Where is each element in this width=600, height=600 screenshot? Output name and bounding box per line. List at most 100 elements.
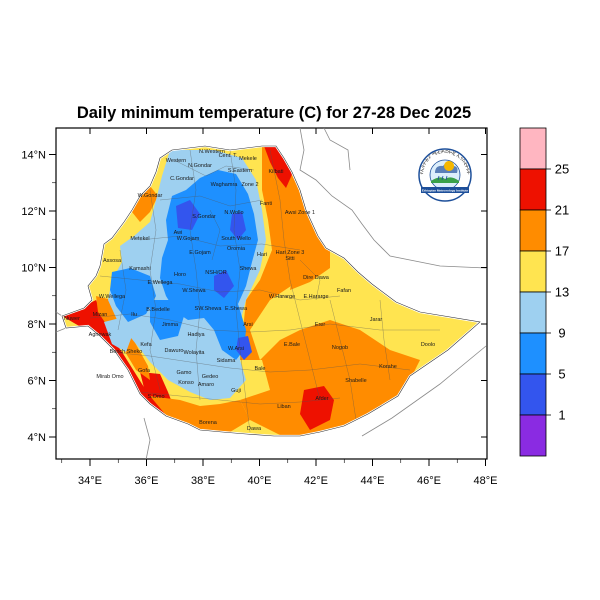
colorbar-bin: [519, 168, 547, 211]
region-label: Shabelle: [345, 378, 366, 384]
region-label: Amaro: [198, 382, 214, 388]
lat-tick-label: 10°N: [21, 263, 46, 275]
region-label: NSH/OR: [205, 270, 226, 276]
colorbar-bin: [519, 291, 547, 334]
region-label: N.Wollo: [224, 210, 243, 216]
region-label: Wolayita: [184, 350, 206, 356]
region-label: South Wello: [221, 236, 251, 242]
cool-zone-jimma: [150, 300, 184, 340]
region-label: Awsi Zone 1: [285, 210, 315, 216]
region-label: Waghamra: [211, 182, 239, 188]
region-label: Awi: [174, 230, 183, 236]
cold-zone-bale: [236, 336, 252, 360]
colorbar-label: 17: [555, 244, 569, 259]
region-label: Bale: [254, 366, 265, 372]
lon-tick-label: 38°E: [191, 475, 215, 487]
hot-zone-afder: [300, 386, 334, 430]
lon-tick-label: 40°E: [248, 475, 272, 487]
region-label: Jarar: [370, 317, 383, 323]
region-label: W.Hararge: [269, 294, 295, 300]
logo-name-band: [421, 187, 469, 193]
neighbor-borders: [55, 127, 487, 461]
region-label: S.Eastern: [228, 168, 252, 174]
warm-zone-east: [240, 146, 420, 436]
colorbar-label: 9: [558, 326, 565, 341]
region-label: Kefa: [140, 342, 152, 348]
region-label: Metekel: [130, 236, 149, 242]
region-label: Horo: [174, 272, 186, 278]
region-label: Doolo: [421, 342, 435, 348]
region-label: Hadiya: [187, 332, 205, 338]
region-label: Assosa: [103, 258, 122, 264]
region-label: Fafan: [337, 288, 351, 294]
region-label: Dawa: [247, 426, 262, 432]
colorbar-bin: [519, 332, 547, 375]
region-label: E.Gojam: [189, 250, 211, 256]
region-label: Afder: [315, 396, 328, 402]
lat-tick-label: 12°N: [21, 206, 46, 218]
colorbar-bin: [519, 127, 547, 170]
region-label: E.Hararge: [303, 294, 328, 300]
emi-logo: የኢትዮጵያ ሜቲዎሮሎጂ ኢንስቲትዩት Ethiopian Meteorol…: [418, 148, 472, 202]
region-label: Oromia: [227, 246, 246, 252]
logo-name: Ethiopian Meteorology Institute: [422, 189, 469, 193]
colorbar-label: 5: [558, 367, 565, 382]
cold-zone-wellega: [110, 268, 156, 322]
colorbar-bin: [519, 250, 547, 293]
region-label: Mirab Omo: [96, 374, 123, 380]
cool-zone-bench: [104, 318, 132, 352]
cold-zone-shewa: [214, 270, 234, 298]
region-label: W.Gondar: [138, 193, 163, 199]
sun-icon: [444, 161, 455, 171]
region-label: W.Arsi: [228, 346, 244, 352]
region-label: Nuwer: [64, 316, 80, 322]
region-label: N.Gondar: [188, 163, 212, 169]
lon-tick-label: 34°E: [78, 475, 102, 487]
zone-boundaries: [89, 149, 440, 433]
region-label: W.Shewa: [182, 288, 206, 294]
lat-tick-label: 14°N: [21, 150, 46, 162]
region-label: W.Gojam: [177, 236, 200, 242]
colorbar-label: 21: [555, 203, 569, 218]
lon-tick-label: 36°E: [135, 475, 159, 487]
region-label: Dawuro: [165, 348, 184, 354]
region-label: Hari Zone 3: [276, 250, 305, 256]
region-label: Bench Sheko: [110, 349, 143, 355]
colorbar-label: 25: [555, 162, 569, 177]
region-label: S.Omo: [147, 394, 164, 400]
region-label: S.Gondar: [192, 214, 216, 220]
region-label: Fanti: [260, 201, 272, 207]
region-label: Guji: [231, 388, 241, 394]
region-label: Jimma: [162, 322, 179, 328]
region-label: Zone 2: [241, 182, 258, 188]
rain-icon: [437, 175, 448, 181]
lat-tick-label: 8°N: [28, 319, 47, 331]
region-label: Liban: [277, 404, 290, 410]
colorbar-label: 13: [555, 285, 569, 300]
region-label: E.Wellega: [148, 280, 174, 286]
lon-tick-label: 42°E: [304, 475, 328, 487]
region-label: Erer: [315, 322, 326, 328]
colorbar: 1 5 9 13 17 21 25: [519, 127, 569, 457]
region-label: B.Bedelle: [146, 307, 170, 313]
region-label: W.Wellega: [99, 294, 126, 300]
region-label: Mekele: [239, 156, 257, 162]
map-title: Daily minimum temperature (C) for 27-28 …: [76, 104, 472, 122]
region-label: Dire Dawa: [303, 275, 330, 281]
region-label: Kilbati: [269, 169, 284, 175]
warm-zone-northwest: [132, 186, 158, 222]
region-label: N.Western: [199, 149, 225, 155]
region-label: Nogob: [332, 345, 348, 351]
lat-tick-label: 4°N: [28, 432, 47, 444]
region-label: Agnewak: [89, 332, 112, 338]
region-label: Arsi: [243, 322, 252, 328]
colorbar-label: 1: [558, 408, 565, 423]
region-label: Shewa: [240, 266, 258, 272]
region-label: Gedeo: [202, 374, 219, 380]
colorbar-bin: [519, 414, 547, 457]
warm-zone-northeast: [290, 236, 330, 290]
lat-tick-label: 6°N: [28, 376, 47, 388]
region-label: Hari: [257, 252, 267, 258]
